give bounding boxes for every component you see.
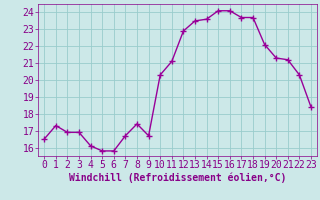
X-axis label: Windchill (Refroidissement éolien,°C): Windchill (Refroidissement éolien,°C) — [69, 173, 286, 183]
